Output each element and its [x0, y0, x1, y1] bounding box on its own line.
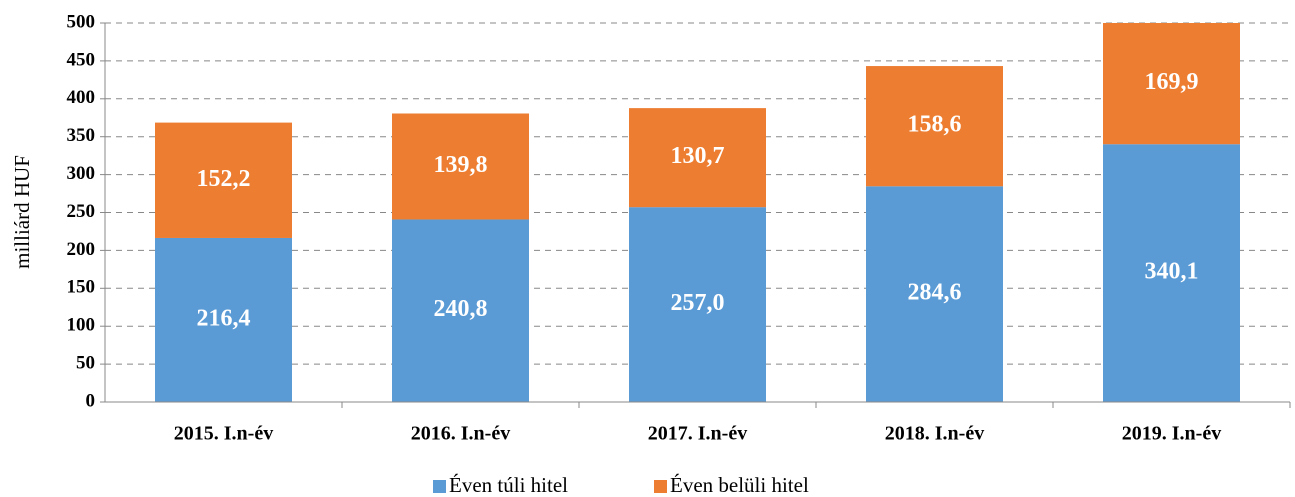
value-label: 216,4 — [197, 305, 251, 331]
legend-swatch — [433, 480, 446, 493]
x-tick-label: 2015. I.n-év — [174, 423, 273, 445]
y-tick-label: 500 — [67, 11, 96, 32]
value-label: 130,7 — [671, 143, 725, 169]
value-label: 139,8 — [434, 152, 488, 178]
x-tick-label: 2016. I.n-év — [411, 423, 510, 445]
legend-label: Éven túli hitel — [449, 473, 568, 497]
value-label: 257,0 — [671, 290, 725, 316]
y-tick-label: 300 — [67, 163, 96, 184]
value-label: 169,9 — [1145, 69, 1199, 95]
value-label: 240,8 — [434, 296, 488, 322]
y-tick-label: 450 — [67, 49, 96, 70]
y-tick-label: 200 — [67, 239, 96, 260]
value-label: 152,2 — [197, 166, 251, 192]
value-label: 158,6 — [908, 112, 962, 138]
value-label: 340,1 — [1145, 259, 1199, 285]
y-tick-label: 100 — [67, 315, 96, 336]
bars — [155, 23, 1240, 402]
y-tick-label: 250 — [67, 201, 96, 222]
bar-segment — [155, 122, 292, 238]
bar-segment — [392, 219, 529, 402]
bar-segment — [866, 186, 1003, 402]
value-label: 284,6 — [908, 280, 962, 306]
bar-segment — [866, 66, 1003, 187]
y-tick-label: 0 — [86, 390, 96, 411]
y-tick-label: 350 — [67, 125, 96, 146]
legend-label: Éven belüli hitel — [670, 473, 809, 497]
y-tick-label: 150 — [67, 277, 96, 298]
y-tick-label: 400 — [67, 87, 96, 108]
bar-segment — [629, 108, 766, 208]
x-tick-label: 2018. I.n-év — [885, 423, 984, 445]
legend-swatch — [654, 480, 667, 493]
bar-segment — [1103, 144, 1240, 402]
bar-segment — [1103, 23, 1240, 145]
y-axis-label: milliárd HUF — [10, 155, 34, 269]
bar-segment — [629, 207, 766, 402]
y-tick-label: 50 — [76, 352, 95, 373]
bar-segment — [392, 113, 529, 220]
x-tick-label: 2017. I.n-év — [648, 423, 747, 445]
bar-segment — [155, 237, 292, 402]
x-tick-label: 2019. I.n-év — [1122, 423, 1221, 445]
